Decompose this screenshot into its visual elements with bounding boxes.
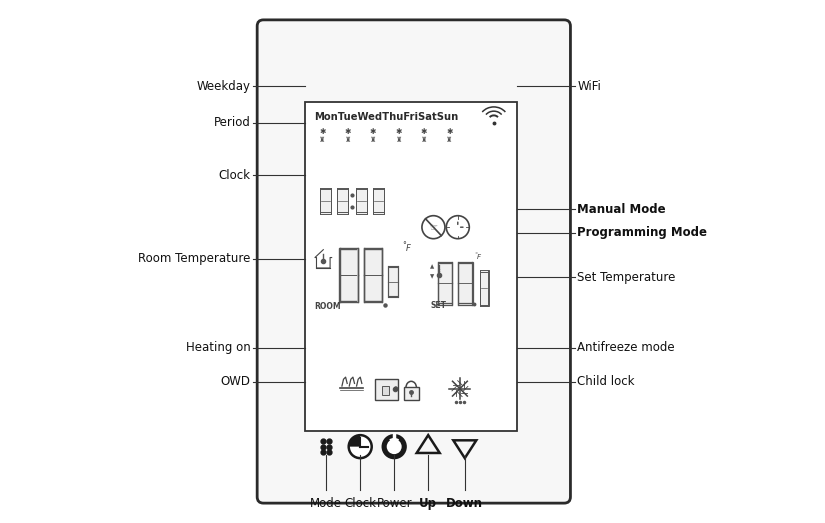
Text: ✱: ✱ xyxy=(370,127,376,136)
Text: MonTueWedThuFriSatSun: MonTueWedThuFriSatSun xyxy=(314,112,458,122)
Text: F: F xyxy=(477,254,481,260)
Circle shape xyxy=(381,434,407,459)
Text: c: c xyxy=(437,268,441,272)
Text: ⊗: ⊗ xyxy=(392,385,398,392)
Text: Antifreeze mode: Antifreeze mode xyxy=(578,342,675,354)
Text: Weekday: Weekday xyxy=(196,80,250,93)
Bar xyxy=(339,248,358,302)
Bar xyxy=(382,385,389,395)
Text: ♜: ♜ xyxy=(446,137,452,143)
Text: Power: Power xyxy=(376,497,412,509)
Bar xyxy=(438,262,452,304)
Bar xyxy=(375,379,398,400)
Text: ROOM: ROOM xyxy=(314,302,341,311)
Bar xyxy=(404,386,418,400)
Bar xyxy=(337,188,348,214)
Text: Up: Up xyxy=(419,497,437,509)
Text: Programming Mode: Programming Mode xyxy=(578,226,707,239)
Text: Period: Period xyxy=(214,117,250,129)
Text: ♜: ♜ xyxy=(421,137,427,143)
Text: Down: Down xyxy=(446,497,483,509)
Bar xyxy=(364,248,382,302)
Text: Set Temperature: Set Temperature xyxy=(578,271,676,283)
Text: Mode: Mode xyxy=(310,497,342,509)
Text: ✱: ✱ xyxy=(319,127,325,136)
Text: Child lock: Child lock xyxy=(578,376,634,388)
Text: Clock: Clock xyxy=(344,497,376,509)
Text: OWD: OWD xyxy=(220,376,250,388)
Text: SET: SET xyxy=(431,301,446,310)
Circle shape xyxy=(387,439,402,454)
Text: ✱: ✱ xyxy=(446,127,452,136)
Text: Heating on: Heating on xyxy=(186,342,250,354)
Text: WiFi: WiFi xyxy=(578,80,601,93)
Text: ▲: ▲ xyxy=(431,265,435,269)
Text: °: ° xyxy=(402,241,406,250)
Bar xyxy=(356,188,367,214)
Bar xyxy=(480,270,488,306)
Bar xyxy=(458,262,473,304)
Bar xyxy=(373,188,384,214)
Circle shape xyxy=(349,435,372,458)
Text: ✱: ✱ xyxy=(421,127,427,136)
Text: ♜: ♜ xyxy=(395,137,402,143)
Bar xyxy=(320,188,331,214)
Text: ☞: ☞ xyxy=(429,223,437,232)
Text: Clock: Clock xyxy=(219,169,250,181)
FancyBboxPatch shape xyxy=(305,102,517,431)
Text: ▼: ▼ xyxy=(431,274,435,279)
Text: ♜: ♜ xyxy=(319,137,325,143)
Text: ♜: ♜ xyxy=(345,137,351,143)
Text: ✱: ✱ xyxy=(395,127,402,136)
Text: °: ° xyxy=(474,253,478,258)
Bar xyxy=(388,266,398,297)
Text: ✱: ✱ xyxy=(345,127,351,136)
Text: F: F xyxy=(406,244,410,253)
Text: ♜: ♜ xyxy=(370,137,376,143)
Text: Room Temperature: Room Temperature xyxy=(138,253,250,265)
Wedge shape xyxy=(349,435,361,447)
FancyBboxPatch shape xyxy=(257,20,570,503)
Text: Manual Mode: Manual Mode xyxy=(578,203,666,215)
